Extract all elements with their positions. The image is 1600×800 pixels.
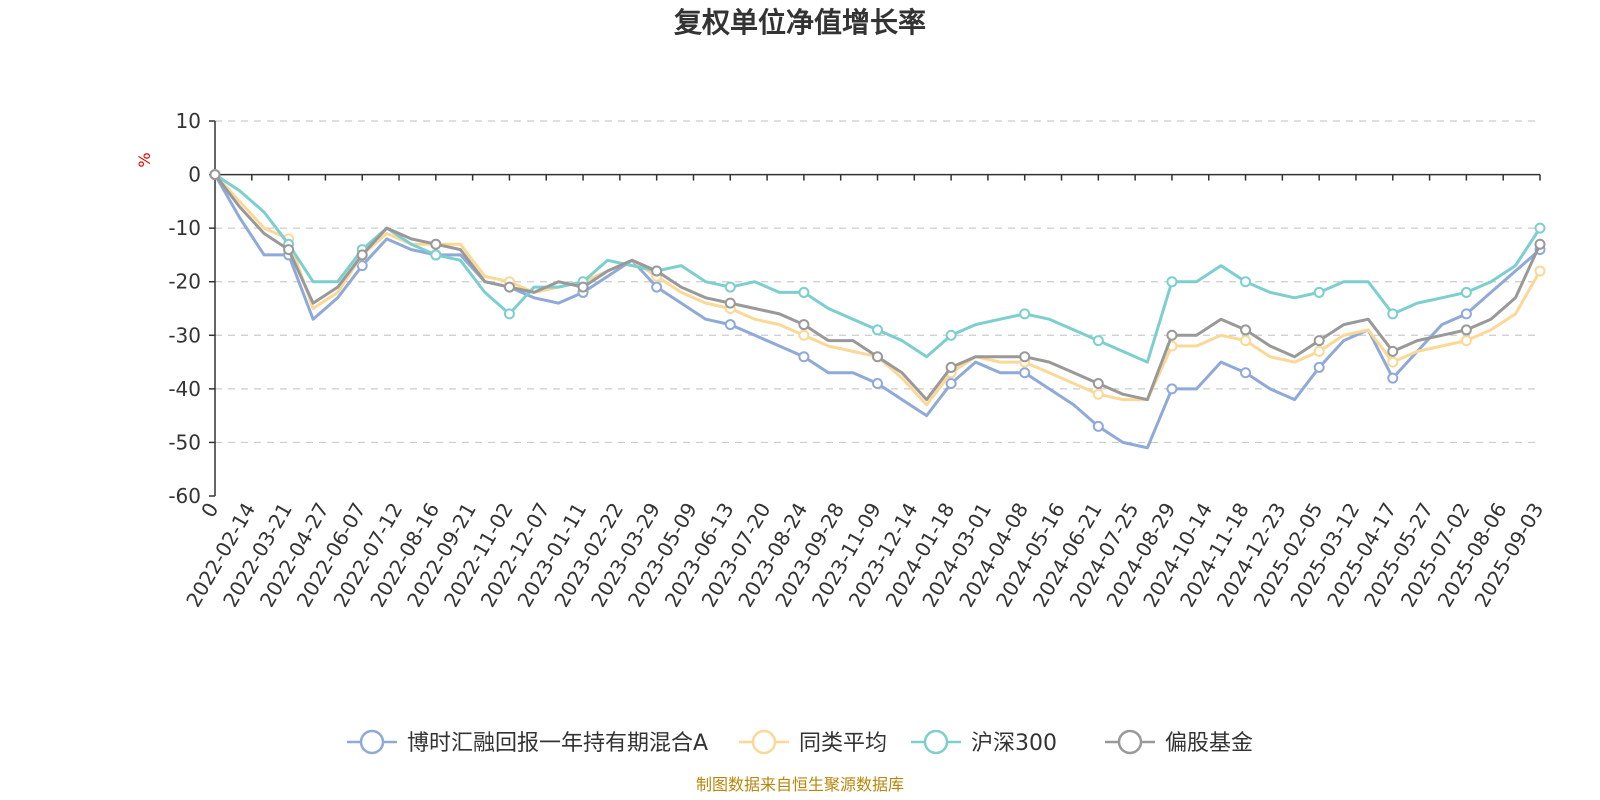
chart-title: 复权单位净值增长率 [674, 6, 926, 39]
y-tick-label: -10 [168, 216, 201, 240]
series-line [213, 173, 1542, 407]
data-point [1166, 329, 1178, 341]
data-point [1092, 335, 1104, 347]
data-point [1460, 308, 1472, 320]
y-tick-label: -20 [168, 270, 201, 294]
legend-label: 同类平均 [799, 731, 887, 756]
legend-circle-icon [1117, 729, 1143, 755]
y-tick-label: -30 [168, 323, 201, 347]
data-point [1092, 378, 1104, 389]
data-point [1534, 265, 1546, 277]
y-tick-label: 10 [176, 109, 201, 133]
data-point [724, 281, 736, 293]
y-axis-unit: % [135, 152, 154, 167]
data-point [798, 319, 810, 331]
data-point [1166, 383, 1178, 395]
data-point [872, 351, 883, 363]
legend-label: 沪深300 [971, 731, 1057, 756]
data-point [356, 260, 368, 272]
legend-item[interactable]: 沪深300 [911, 729, 1057, 756]
data-point [1019, 351, 1031, 363]
data-point [1240, 335, 1252, 347]
data-point [1019, 367, 1031, 379]
data-point [798, 351, 810, 363]
data-point [1460, 335, 1472, 347]
y-tick-label: 0 [188, 163, 201, 187]
data-point [1240, 276, 1252, 288]
data-point [1092, 420, 1104, 432]
data-point [1313, 345, 1325, 357]
legend-label: 偏股基金 [1165, 731, 1253, 756]
data-point [503, 308, 515, 320]
data-point [1313, 335, 1325, 347]
data-point [577, 281, 589, 293]
data-point [1534, 238, 1546, 250]
data-point [1387, 308, 1399, 320]
data-point [945, 329, 957, 341]
legend-circle-icon [751, 729, 777, 755]
data-point [209, 169, 221, 181]
data-point [651, 265, 663, 277]
data-point [724, 319, 736, 331]
legend-item[interactable]: 偏股基金 [1105, 729, 1253, 756]
data-point [1313, 361, 1325, 373]
series-line [213, 173, 1541, 450]
series-lines [209, 169, 1546, 450]
data-point [1534, 222, 1546, 234]
y-tick-label: -40 [168, 377, 201, 401]
data-point [503, 281, 515, 293]
data-point [945, 361, 957, 373]
legend[interactable]: 博时汇融回报一年持有期混合A 同类平均 沪深300 偏股基金 [347, 729, 1253, 756]
x-tick-label: 0 [196, 499, 223, 522]
data-point [872, 378, 883, 389]
y-tick-label: -50 [168, 430, 201, 454]
data-point [1240, 324, 1252, 336]
series-line [213, 173, 1542, 402]
data-point [945, 378, 957, 389]
data-point [1460, 324, 1472, 336]
legend-circle-icon [359, 729, 385, 755]
legend-item[interactable]: 同类平均 [739, 729, 887, 756]
data-source-note: 制图数据来自恒生聚源数据库 [696, 775, 904, 794]
data-point [430, 238, 442, 250]
data-point [872, 324, 883, 336]
legend-circle-icon [923, 729, 949, 755]
data-point [283, 244, 295, 256]
data-point [1387, 345, 1399, 357]
legend-label: 博时汇融回报一年持有期混合A [407, 731, 708, 756]
data-point [1387, 372, 1399, 384]
axes: 100-10-20-30-40-50-6002022-02-142022-03-… [168, 109, 1548, 611]
data-point [1387, 356, 1399, 368]
data-point [1313, 286, 1325, 298]
y-tick-label: -60 [168, 484, 201, 508]
legend-item[interactable]: 博时汇融回报一年持有期混合A [347, 729, 708, 756]
data-point [1019, 308, 1031, 320]
data-point [1092, 388, 1104, 400]
data-point [651, 281, 663, 293]
data-point [1460, 286, 1472, 298]
data-point [798, 329, 810, 341]
data-point [1166, 276, 1178, 288]
data-point [798, 286, 810, 298]
data-point [430, 249, 442, 261]
data-point [724, 297, 736, 309]
data-point [1240, 367, 1252, 379]
data-point [356, 249, 368, 261]
